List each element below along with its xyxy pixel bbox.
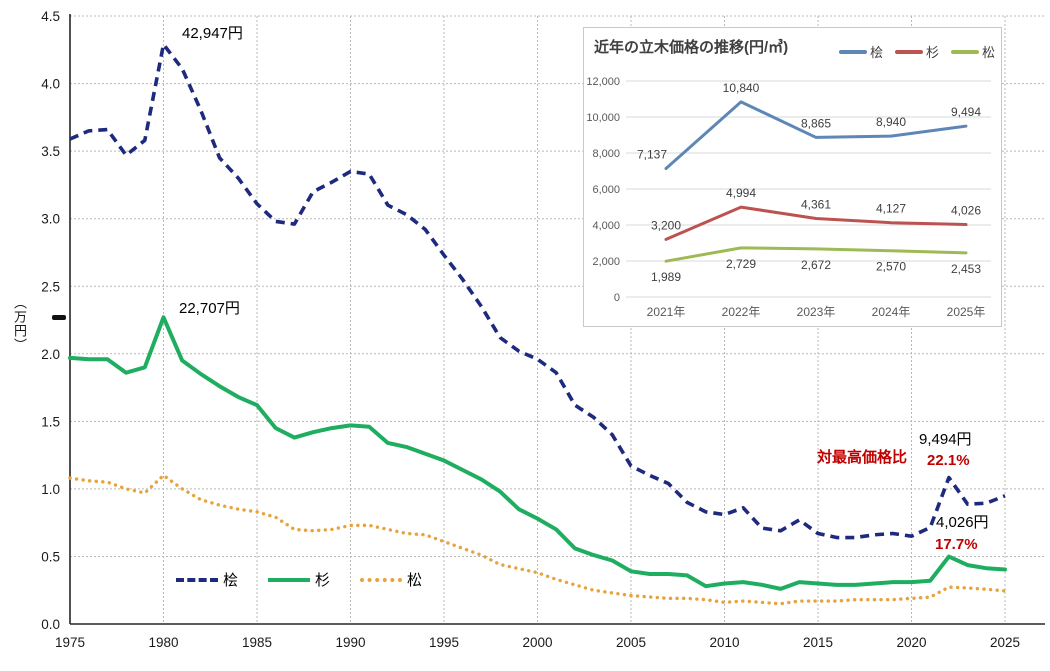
sugi-current-label: 4,026円 [936,514,989,531]
inset-chart-title: 近年の立木価格の推移(円/㎥) [594,39,789,56]
sugi-ratio-label: 17.7% [935,536,978,553]
svg-text:1975: 1975 [55,635,85,650]
sugi-solid-line-icon [268,577,311,582]
svg-text:4.0: 4.0 [41,77,60,92]
sugi-peak-axis-marker [52,315,66,320]
legend-label-sugi: 杉 [315,572,331,589]
legend-label-hinoki: 桧 [223,572,239,589]
svg-text:4,000: 4,000 [592,220,620,232]
svg-text:2020: 2020 [896,635,926,650]
inset-legend-item-matsu: 松 [950,42,995,61]
svg-text:1980: 1980 [148,635,178,650]
svg-text:10,840: 10,840 [723,81,760,95]
svg-text:4,127: 4,127 [876,202,906,216]
legend-item-matsu: 松 [360,569,422,590]
svg-text:1985: 1985 [242,635,272,650]
y-axis-unit-label: （万円） [12,296,27,352]
svg-text:4,994: 4,994 [726,186,756,200]
inset-legend-item-hinoki: 桧 [838,42,883,61]
svg-text:8,940: 8,940 [876,115,906,129]
inset-legend-item-sugi: 杉 [894,42,939,61]
svg-text:3,200: 3,200 [651,218,681,232]
svg-text:10,000: 10,000 [586,112,620,124]
svg-text:4.5: 4.5 [41,9,60,24]
svg-text:0.5: 0.5 [41,549,60,564]
main-chart-legend: 桧 杉 松 [176,569,422,590]
hinoki-line-icon [838,49,867,54]
svg-text:4,026: 4,026 [951,204,981,218]
inset-legend-label-hinoki: 桧 [869,45,883,60]
svg-text:2022年: 2022年 [722,305,761,319]
svg-text:4,361: 4,361 [801,198,831,212]
hinoki-peak-label: 42,947円 [182,25,243,42]
svg-text:1,989: 1,989 [651,270,681,284]
svg-text:2025: 2025 [990,635,1020,650]
inset-chart-panel: 近年の立木価格の推移(円/㎥) 桧 杉 松 0 2,000 4,000 6,000 8,… [583,27,1002,327]
svg-text:2000: 2000 [522,635,552,650]
svg-text:2021年: 2021年 [647,305,686,319]
hinoki-ratio-label: 22.1% [927,452,970,469]
legend-label-matsu: 松 [407,572,423,589]
svg-text:2025年: 2025年 [947,305,986,319]
svg-text:9,494: 9,494 [951,105,981,119]
svg-text:1.5: 1.5 [41,414,60,429]
svg-text:2015: 2015 [803,635,833,650]
matsu-dotted-line-icon [360,577,403,582]
hinoki-current-label: 9,494円 [919,431,972,448]
svg-text:8,000: 8,000 [592,148,620,160]
svg-text:2005: 2005 [616,635,646,650]
svg-text:3.5: 3.5 [41,144,60,159]
hinoki-dashed-line-icon [176,577,218,582]
svg-text:2,672: 2,672 [801,258,831,272]
svg-text:2.0: 2.0 [41,347,60,362]
svg-text:8,865: 8,865 [801,116,831,130]
matsu-line-icon [950,49,979,54]
inset-legend-label-sugi: 杉 [925,45,939,60]
legend-item-sugi: 杉 [268,569,330,590]
svg-text:12,000: 12,000 [586,76,620,88]
svg-text:2024年: 2024年 [872,305,911,319]
svg-text:2,570: 2,570 [876,260,906,274]
svg-text:2023年: 2023年 [797,305,836,319]
svg-text:3.0: 3.0 [41,212,60,227]
svg-text:6,000: 6,000 [592,184,620,196]
sugi-peak-label: 22,707円 [179,300,240,317]
svg-text:1.0: 1.0 [41,482,60,497]
legend-item-hinoki: 桧 [176,569,238,590]
svg-text:2,729: 2,729 [726,257,756,271]
sugi-line-icon [894,49,923,54]
svg-text:7,137: 7,137 [637,148,667,162]
svg-text:1995: 1995 [429,635,459,650]
svg-text:0: 0 [614,292,620,304]
svg-text:2010: 2010 [709,635,739,650]
ratio-header-label: 対最高価格比 [817,449,908,466]
inset-legend-label-matsu: 松 [981,45,995,60]
svg-text:1990: 1990 [335,635,365,650]
inset-chart-legend: 桧 杉 松 [838,42,995,61]
svg-text:2,000: 2,000 [592,256,620,268]
svg-text:2,453: 2,453 [951,262,981,276]
inset-chart-plot: 0 2,000 4,000 6,000 8,000 10,000 12,000 2021年 20… [586,76,991,319]
svg-text:2.5: 2.5 [41,279,60,294]
svg-text:0.0: 0.0 [41,617,60,632]
